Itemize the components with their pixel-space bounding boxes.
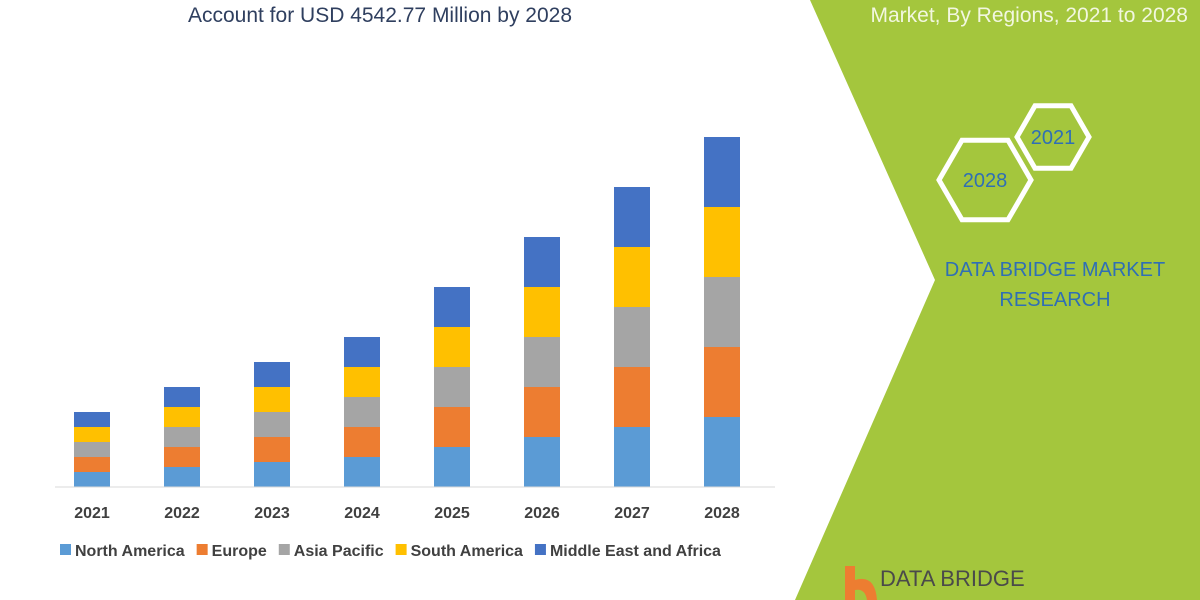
legend-swatch [196,544,208,555]
bar-segment-2027-4 [614,187,650,247]
x-tick-label: 2027 [614,505,650,522]
bar-segment-2028-1 [704,347,740,417]
bar-segment-2021-1 [74,457,110,472]
bar-segment-2028-3 [704,207,740,277]
bar-segment-2027-3 [614,247,650,307]
brand-name: DATA BRIDGE MARKET RESEARCH [944,259,1166,311]
bar-segment-2024-3 [344,367,380,397]
x-tick-label: 2023 [254,505,290,522]
x-tick-label: 2025 [434,505,470,522]
legend-item: Europe [212,543,267,560]
bar-segment-2024-4 [344,337,380,367]
legend-swatch [534,544,546,555]
legend-swatch [60,544,71,555]
bar-segment-2023-2 [254,412,290,437]
bar-segment-2025-1 [434,407,470,447]
bar-segment-2023-3 [254,387,290,412]
bar-segment-2022-3 [164,407,200,427]
bar-segment-2021-0 [74,472,110,487]
bar-segment-2028-2 [704,277,740,347]
hexagon-icon [936,137,1034,223]
x-tick-label: 2024 [344,505,380,522]
bar-segment-2025-4 [434,287,470,327]
hexagon-label: 2021 [1031,127,1076,149]
bar-segment-2025-3 [434,327,470,367]
bar-segment-2022-0 [164,467,200,487]
legend-item: South America [411,543,523,560]
bar-segment-2026-3 [524,287,560,337]
hexagon-label: 2028 [963,170,1008,192]
x-tick-label: 2026 [524,505,560,522]
hexagon-icon [1014,103,1092,171]
year-hexagons: 2021 2028 [936,103,1092,223]
chart-title: Account for USD 4542.77 Million by 2028 [187,4,573,27]
green-panel [795,0,1200,600]
x-tick-label: 2028 [704,505,740,522]
bar-segment-2024-1 [344,427,380,457]
bar-segment-2026-1 [524,387,560,437]
bar-segment-2025-2 [434,367,470,407]
bar-segment-2023-1 [254,437,290,462]
bar-segment-2024-2 [344,397,380,427]
bar-segment-2028-4 [704,137,740,207]
bar-segment-2023-4 [254,362,290,387]
bar-segment-2022-2 [164,427,200,447]
bar-segment-2028-0 [704,417,740,487]
bar-segment-2025-0 [434,447,470,487]
bar-segment-2022-1 [164,447,200,467]
legend: North America Europe Asia Pacific South Ame… [60,543,721,560]
bar-segment-2024-0 [344,457,380,487]
bar-segment-2021-4 [74,412,110,427]
bar-segment-2027-0 [614,427,650,487]
bar-segment-2027-2 [614,307,650,367]
legend-swatch [278,544,290,555]
legend-item: Middle East and Africa [550,543,721,560]
x-tick-labels: 2021 2022 2023 2024 2025 2026 2027 2028 [74,505,740,522]
bar-segment-2021-2 [74,442,110,457]
legend-item: North America [75,543,185,560]
bar-segment-2027-1 [614,367,650,427]
bar-segment-2026-0 [524,437,560,487]
legend-item: Asia Pacific [294,543,384,560]
panel-title: Market, By Regions, 2021 to 2028 [870,4,1188,27]
bar-segment-2023-0 [254,462,290,487]
legend-swatch [395,544,407,555]
x-tick-label: 2022 [164,505,200,522]
logo-icon [845,566,877,600]
bar-group [74,137,740,487]
bar-segment-2022-4 [164,387,200,407]
bar-segment-2026-2 [524,337,560,387]
logo-text: DATA BRIDGE [880,566,1025,591]
bar-segment-2021-3 [74,427,110,442]
x-tick-label: 2021 [74,505,110,522]
bar-segment-2026-4 [524,237,560,287]
